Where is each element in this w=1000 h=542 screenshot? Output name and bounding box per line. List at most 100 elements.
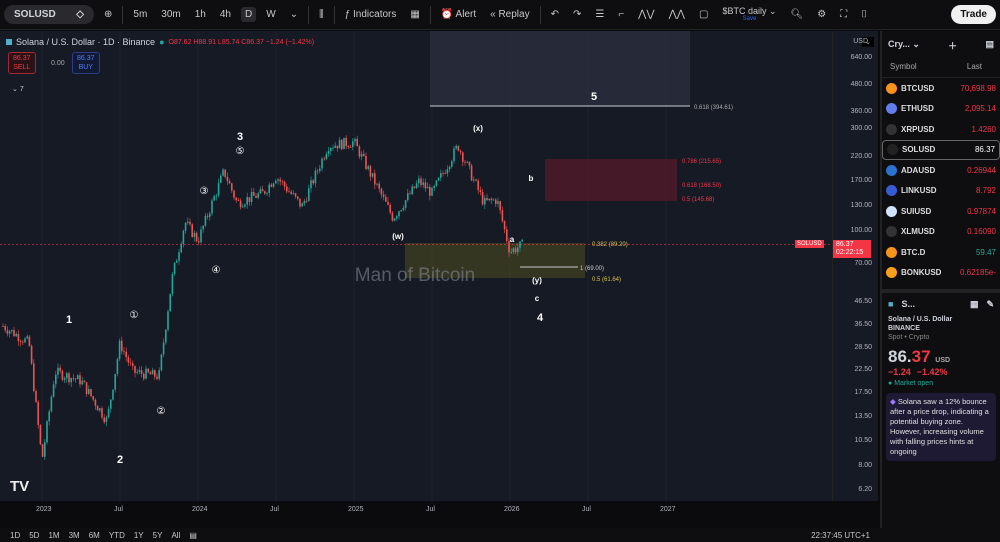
watchlist-row[interactable]: BTCUSD 70,698.98 [882, 78, 1000, 99]
candle [380, 188, 383, 195]
interval-w[interactable]: W [266, 9, 276, 20]
candle [127, 357, 130, 363]
watchlist-row[interactable]: BONKUSD 0.62185e- [882, 263, 1000, 284]
watchlist-row[interactable]: LINKUSD 8.792 [882, 181, 1000, 202]
drawing-tool-icon[interactable]: ⌐ [618, 9, 625, 20]
symbol-search[interactable]: SOLUSD ◇ [4, 5, 94, 24]
symbol-logo-icon: ■ [888, 299, 894, 309]
range-3m[interactable]: 3M [68, 530, 80, 540]
candle [442, 173, 444, 174]
watchlist-row[interactable]: SUIUSD 0.97874 [882, 201, 1000, 222]
candle [112, 389, 114, 400]
candle [354, 138, 356, 142]
price-chart[interactable]: 1 2 3 4 5 (w) (x) (y) a b c ① ② ③ ④ ⑤ 0.618 (394.61) 0.78… [0, 31, 832, 501]
wave-label[interactable]: b [529, 174, 534, 183]
range-ytd[interactable]: YTD [108, 530, 125, 540]
watchlist-menu-icon[interactable]: ▤ [985, 39, 994, 49]
replay-button[interactable]: « Replay [490, 9, 530, 20]
candle [352, 141, 354, 148]
candle [253, 192, 255, 196]
range-1y[interactable]: 1Y [133, 530, 144, 540]
candle [68, 373, 70, 383]
interval-5m[interactable]: 5m [133, 9, 148, 20]
wave-label[interactable]: a [510, 235, 515, 244]
subwave-label[interactable]: ⑤ [236, 146, 245, 157]
candle [371, 173, 374, 177]
range-all[interactable]: All [171, 530, 181, 540]
undo-icon[interactable]: ↶ [550, 9, 559, 20]
wave-label[interactable]: 2 [117, 454, 123, 466]
add-symbol-button[interactable]: ⊕ [104, 9, 113, 20]
range-1d[interactable]: 1D [10, 530, 21, 540]
drawing-tool-icon[interactable]: ☰ [595, 9, 605, 20]
layout-icon[interactable]: ▢ [698, 9, 709, 20]
price-axis[interactable]: USD ⌄ 640.00 480.00 360.00 300.00 220.00 170.… [832, 31, 878, 501]
candle [231, 183, 233, 191]
candle [107, 408, 110, 418]
watchlist-row[interactable]: SOLUSD 86.37 [882, 139, 1000, 160]
fib-level-label: 0.786 (215.65) [682, 159, 721, 165]
range-5d[interactable]: 5D [29, 530, 40, 540]
candle [154, 370, 156, 377]
wave-label[interactable]: 3 [237, 131, 243, 143]
symbol-details: ■ S... ▦ ✎ Solana / U.S. Dollar BINANCE Spo… [882, 289, 1000, 387]
collapse-indicators-button[interactable]: ⌄ 7 [12, 86, 24, 93]
candle [85, 382, 88, 395]
candle [92, 396, 94, 400]
news-summary[interactable]: ◆ Solana saw a 12% bounce after a price … [886, 393, 996, 461]
wave-tool-icon[interactable]: ⋀⋁ [638, 9, 655, 20]
interval-4h[interactable]: 4h [219, 9, 231, 20]
subwave-label[interactable]: ② [157, 406, 166, 417]
wave-label[interactable]: 4 [537, 312, 544, 324]
chevron-down-icon[interactable]: ⌄ [289, 9, 299, 20]
subwave-label[interactable]: ④ [212, 265, 221, 276]
range-6m[interactable]: 6M [88, 530, 100, 540]
subwave-label[interactable]: ① [130, 310, 139, 321]
range-5y[interactable]: 5Y [152, 530, 163, 540]
edit-icon[interactable]: ✎ [986, 299, 994, 309]
layout-name[interactable]: $BTC daily ⌄ Save [722, 5, 777, 22]
add-symbol-icon[interactable]: ＋ [948, 41, 958, 51]
indicators-button[interactable]: ƒ Indicators [344, 9, 397, 20]
wave-label[interactable]: (x) [473, 124, 483, 133]
trade-button[interactable]: Trade [951, 5, 996, 24]
subwave-label[interactable]: ③ [200, 186, 209, 197]
alert-button[interactable]: ⏰ Alert [440, 9, 477, 20]
date-range-icon[interactable]: ▤ [189, 530, 197, 540]
interval-d[interactable]: D [241, 7, 257, 22]
candle [103, 417, 105, 423]
wave-label[interactable]: (y) [532, 276, 542, 285]
interval-30m[interactable]: 30m [161, 9, 181, 20]
candle [37, 401, 39, 425]
wave-label[interactable]: c [535, 294, 540, 303]
watchlist-select[interactable]: Cry... ⌄ [888, 39, 920, 49]
redo-icon[interactable]: ↷ [572, 9, 582, 20]
candle [334, 145, 336, 148]
wave-label[interactable]: 1 [66, 314, 72, 326]
search-icon[interactable]: 🔍︎ [790, 9, 804, 20]
sell-button[interactable]: 86.37 SELL [8, 52, 36, 74]
wave-label[interactable]: 5 [591, 91, 597, 103]
watchlist-row[interactable]: XLMUSD 0.16090 [882, 222, 1000, 243]
layout-save-status[interactable]: Save [742, 15, 757, 22]
watchlist-row[interactable]: ETHUSD 2,095.14 [882, 99, 1000, 120]
diamond-icon: ◇ [76, 9, 84, 20]
camera-icon[interactable]: ⌷ [861, 9, 868, 20]
grid-icon[interactable]: ▦ [969, 299, 979, 309]
candles-icon[interactable]: ⫼ [319, 9, 324, 20]
interval-1h[interactable]: 1h [194, 9, 206, 20]
range-1m[interactable]: 1M [48, 530, 60, 540]
candle [220, 175, 222, 183]
buy-button[interactable]: 86.37 BUY [72, 52, 100, 74]
watchlist-row[interactable]: ADAUSD 0.26944 [882, 160, 1000, 181]
price-tick: 220.00 [850, 153, 872, 161]
watchlist-row[interactable]: XRPUSD 1.4260 [882, 119, 1000, 140]
gear-icon[interactable]: ⚙ [817, 9, 827, 20]
candle [286, 186, 288, 192]
templates-icon[interactable]: ▦ [410, 9, 420, 20]
wave-tool-icon[interactable]: ⋀⋀ [668, 9, 685, 20]
fullscreen-icon[interactable]: ⛶ [840, 9, 848, 20]
watchlist-row[interactable]: BTC.D 59.47 [882, 242, 1000, 263]
wave-label[interactable]: (w) [392, 232, 404, 241]
currency-select[interactable]: USD ⌄ [853, 37, 874, 47]
